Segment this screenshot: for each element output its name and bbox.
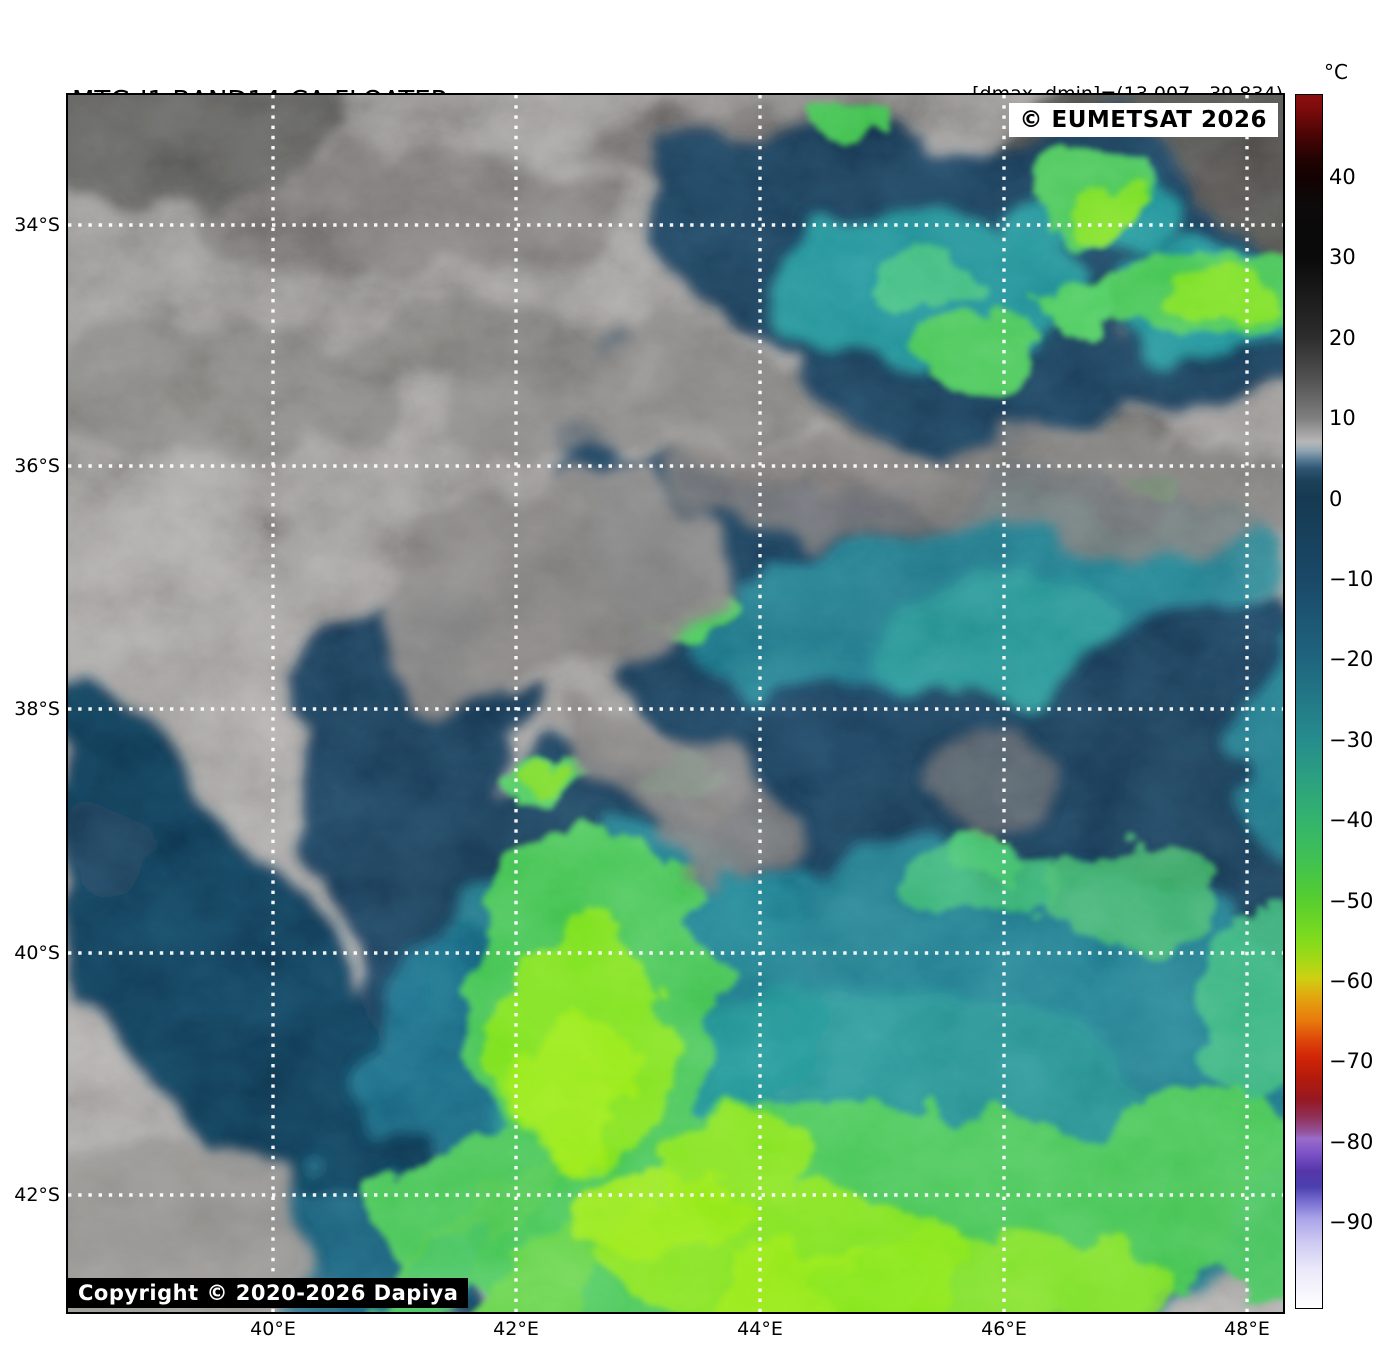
colorbar-tick-label: −80 [1329,1130,1374,1154]
colorbar-tick-label: 20 [1329,326,1356,350]
lon-tick-label: 42°E [493,1318,539,1340]
colorbar-tick-label: −70 [1329,1049,1374,1073]
grid-lines [68,95,1283,1312]
colorbar-tick-label: −60 [1329,969,1374,993]
satellite-image [68,95,1283,1312]
lat-tick-label: 38°S [14,698,60,720]
satellite-map: © EUMETSAT 2026 Copyright © 2020-2026 Da… [66,93,1285,1314]
eumetsat-badge: © EUMETSAT 2026 [1008,103,1278,137]
lon-tick-label: 40°E [250,1318,296,1340]
colorbar-tick-label: −40 [1329,808,1374,832]
copyright-badge: Copyright © 2020-2026 Dapiya [68,1278,469,1308]
colorbar-tick-label: 10 [1329,406,1356,430]
colorbar [1295,94,1323,1309]
lon-tick-label: 44°E [737,1318,783,1340]
colorbar-tick-label: 30 [1329,245,1356,269]
colorbar-tick-label: −50 [1329,889,1374,913]
colorbar-tick-label: −20 [1329,647,1374,671]
lat-tick-label: 40°S [14,942,60,964]
lat-tick-label: 36°S [14,455,60,477]
lon-tick-label: 48°E [1224,1318,1270,1340]
colorbar-unit: °C [1324,60,1348,84]
colorbar-tick-label: −30 [1329,728,1374,752]
lat-tick-label: 42°S [14,1184,60,1206]
lat-tick-label: 34°S [14,214,60,236]
colorbar-tick-label: 0 [1329,487,1343,511]
colorbar-tick-label: −10 [1329,567,1374,591]
lon-tick-label: 46°E [981,1318,1027,1340]
colorbar-tick-label: 40 [1329,165,1356,189]
colorbar-tick-label: −90 [1329,1210,1374,1234]
